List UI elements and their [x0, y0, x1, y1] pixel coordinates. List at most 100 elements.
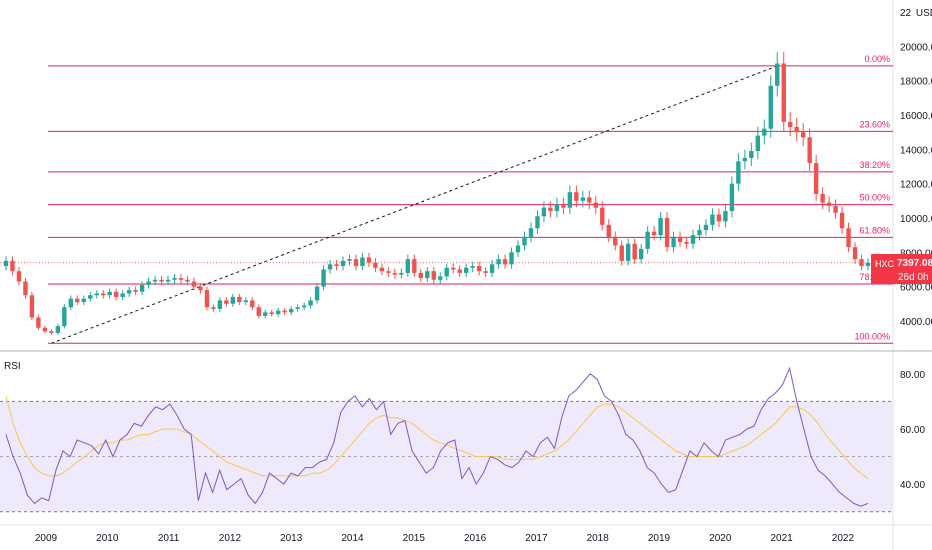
time-tick-label: 2009: [35, 533, 58, 544]
candle-body: [703, 224, 709, 230]
time-tick-label: 2016: [464, 533, 487, 544]
candle-body: [671, 236, 676, 248]
candle-body: [185, 279, 190, 282]
candle-body: [451, 267, 456, 270]
candle-body: [94, 293, 99, 296]
candle-body: [463, 267, 469, 273]
candle-body: [178, 278, 184, 280]
candle-body: [794, 127, 799, 133]
candle-body: [509, 252, 514, 265]
price-axis[interactable]: 4000.00 6000.00 8000.00 10000.00 12000.00 140…: [900, 42, 932, 328]
candle-body: [10, 260, 15, 272]
candle-body: [600, 207, 605, 225]
rsi-ma-line: [5, 395, 869, 479]
candle-body: [81, 298, 86, 303]
time-tick-label: 2013: [280, 533, 303, 544]
price-tick-label: 16000.00: [900, 111, 932, 122]
candle-body: [839, 212, 845, 229]
rsi-axis[interactable]: 40.00 60.00 80.00: [900, 370, 925, 491]
candle-body: [548, 207, 553, 212]
candle-body: [29, 295, 35, 318]
time-tick-label: 2022: [832, 533, 855, 544]
candle-body: [768, 85, 773, 129]
fib-level-label: 100.00%: [854, 331, 890, 341]
candle-body: [276, 310, 281, 315]
time-tick-label: 2014: [341, 533, 364, 544]
fibonacci-retracement[interactable]: 0.00%23.60%38.20%50.00%61.80%78.60%100.0…: [48, 54, 893, 344]
candle-body: [658, 217, 663, 236]
candle-body: [353, 259, 359, 267]
candle-body: [846, 228, 851, 248]
candle-body: [489, 264, 495, 273]
candle-body: [340, 260, 346, 267]
candle-body: [580, 197, 586, 201]
candle-body: [561, 204, 566, 208]
candle-body: [88, 295, 93, 299]
candle-body: [755, 135, 761, 152]
candle-body: [865, 262, 871, 267]
time-tick-label: 2021: [770, 533, 793, 544]
candle-body: [217, 300, 223, 309]
candle-body: [535, 216, 540, 229]
candle-body: [321, 269, 326, 287]
candle-body: [593, 202, 598, 208]
time-tick-label: 2010: [96, 533, 119, 544]
time-axis[interactable]: 2009 2010 2011 2012 2013 2014 2015 2016 2017 2018…: [35, 533, 855, 544]
rsi-tick-label: 60.00: [900, 425, 925, 436]
candle-body: [820, 193, 825, 203]
candle-body: [438, 276, 443, 280]
candle-body: [418, 272, 423, 279]
time-tick-label: 2017: [525, 533, 548, 544]
candle-body: [113, 291, 119, 297]
candle-body: [360, 257, 365, 267]
current-symbol: HXC: [875, 259, 895, 269]
candle-body: [749, 151, 754, 158]
current-countdown-label: 26d 0h: [898, 272, 929, 283]
time-tick-label: 2020: [709, 533, 732, 544]
candle-body: [120, 293, 125, 297]
candle-body: [431, 271, 436, 280]
price-tick-label: 8000.00: [900, 248, 932, 259]
candle-body: [483, 271, 488, 273]
candle-body: [541, 207, 547, 217]
candle-body: [502, 259, 508, 265]
candle-body: [522, 236, 527, 246]
candle-body: [224, 300, 229, 304]
candle-body: [288, 308, 294, 313]
candle-body: [250, 300, 255, 308]
candle-body: [399, 272, 404, 275]
candle-body: [638, 248, 644, 260]
candle-body: [813, 163, 819, 194]
candle-body: [211, 307, 216, 309]
fib-level-label: 23.60%: [859, 119, 890, 129]
candle-body: [159, 279, 164, 282]
candle-body: [68, 298, 74, 308]
candle-body: [36, 317, 41, 328]
rsi-title: RSI: [4, 361, 21, 372]
candle-body: [664, 217, 670, 248]
price-tick-label: 20000.00: [900, 42, 932, 53]
candle-body: [807, 137, 812, 164]
candle-body: [574, 192, 579, 201]
candle-body: [301, 305, 307, 308]
candle-body: [496, 259, 501, 265]
candle-body: [457, 269, 462, 273]
candle-body: [645, 231, 650, 249]
candle-body: [444, 267, 449, 277]
price-tick-label: 10000.00: [900, 214, 932, 225]
price-tick-label: 14000.00: [900, 145, 932, 156]
candle-body: [366, 257, 372, 263]
rsi-tick-label: 80.00: [900, 370, 925, 381]
candle-body: [392, 272, 398, 275]
rsi-tick-label: 40.00: [900, 480, 925, 491]
candle-body: [710, 214, 715, 225]
candle-body: [204, 290, 210, 308]
candle-body: [75, 298, 80, 303]
candle-body: [347, 259, 352, 261]
candle-body: [567, 192, 573, 208]
time-tick-label: 2011: [158, 533, 180, 544]
candle-body: [587, 197, 592, 203]
candle-body: [788, 121, 793, 128]
current-price-label: 7397.08: [897, 258, 932, 269]
